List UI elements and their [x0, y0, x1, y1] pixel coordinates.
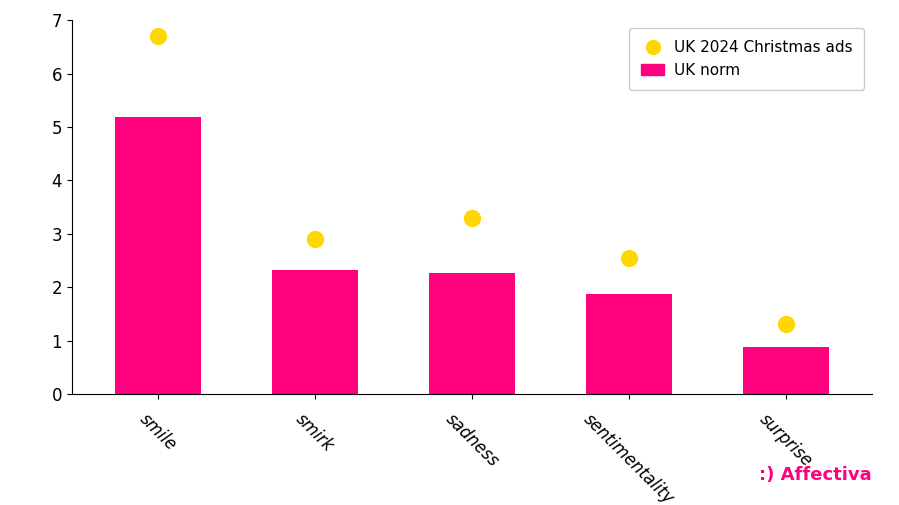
Legend: UK 2024 Christmas ads, UK norm: UK 2024 Christmas ads, UK norm	[629, 28, 865, 90]
Point	[151, 32, 165, 40]
Bar	[743, 347, 829, 394]
Text: a smart eye company: a smart eye company	[747, 484, 846, 493]
Bar	[115, 117, 201, 394]
Point	[779, 321, 793, 329]
Point	[465, 214, 479, 222]
Point	[622, 254, 636, 262]
Point	[307, 235, 322, 243]
Bar	[429, 273, 515, 394]
Text: :) Affectiva: :) Affectiva	[760, 466, 872, 484]
Bar	[272, 270, 358, 394]
Bar	[586, 294, 672, 394]
